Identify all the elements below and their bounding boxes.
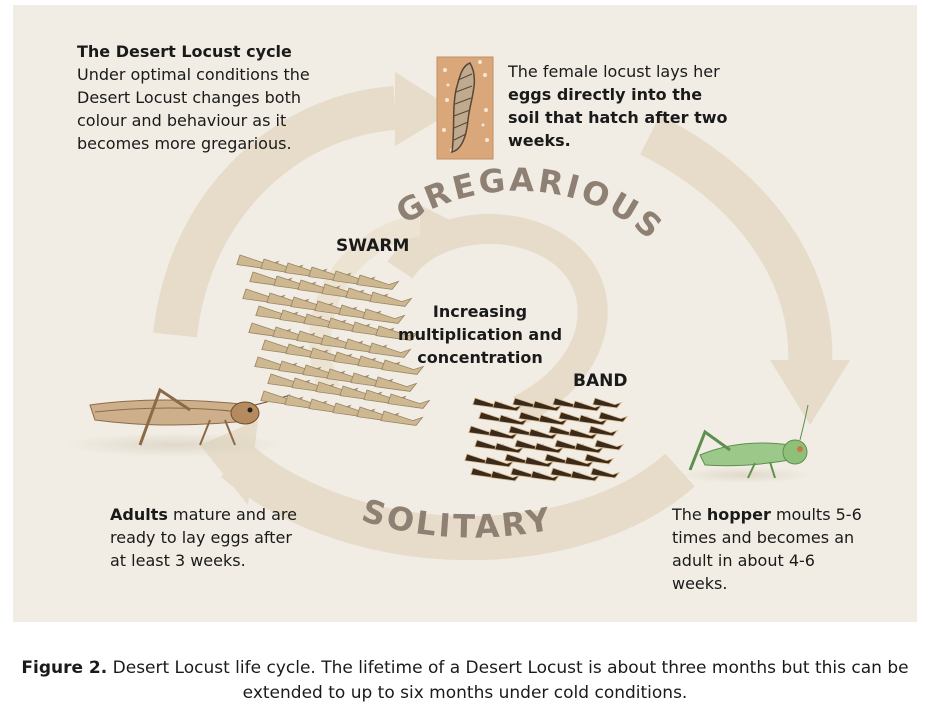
caption-rest: Desert Locust life cycle. The lifetime o… (107, 658, 909, 703)
swarm-locust (381, 359, 425, 375)
figure-caption: Figure 2. Desert Locust life cycle. The … (20, 656, 910, 706)
swarm-locust (368, 342, 412, 358)
band-hopper (578, 414, 609, 426)
hopper-text-rest: moults 5-6 times and becomes an adult in… (672, 505, 862, 593)
intro-text-block: The Desert Locust cycle Under optimal co… (77, 40, 337, 155)
band-hopper-cluster (464, 397, 629, 482)
arrow-head-right (770, 360, 850, 425)
band-hopper (574, 442, 605, 454)
band-hopper (568, 428, 599, 440)
outer-arrow-bottom (220, 442, 695, 561)
egg-text-block: The female locust lays her eggs directly… (508, 60, 728, 152)
intro-title: The Desert Locust cycle (77, 42, 292, 61)
band-hopper (588, 425, 619, 437)
center-text: Increasing multiplication and concentrat… (397, 302, 563, 367)
swarm-locust (375, 325, 419, 341)
band-hopper (484, 456, 515, 468)
band-hopper (598, 411, 629, 423)
arrow-head-top (395, 72, 455, 146)
band-label: BAND (573, 371, 628, 391)
band-hopper (494, 442, 525, 454)
band-hopper (570, 470, 601, 482)
swarm-locust (362, 308, 406, 324)
band-hopper (498, 414, 529, 426)
band-hopper (592, 397, 623, 409)
hopper-illustration (680, 404, 810, 483)
hopper-text-part1: The (672, 505, 707, 524)
band-hopper (524, 456, 555, 468)
band-hopper (594, 439, 625, 451)
swarm-locust (369, 291, 413, 307)
band-hopper (532, 400, 563, 412)
band-hopper (528, 428, 559, 440)
outer-cycle-arrows (153, 86, 833, 561)
band-hopper (538, 414, 569, 426)
swarm-locust (374, 376, 418, 392)
intro-body: Under optimal conditions the Desert Locu… (77, 65, 310, 153)
adult-locust-illustration (65, 387, 291, 457)
swarm-locust (356, 274, 400, 290)
band-hopper (584, 453, 615, 465)
hopper-text-block: The hopper moults 5-6 times and becomes … (672, 503, 872, 595)
band-hopper (530, 470, 561, 482)
hopper-text-bold: hopper (706, 505, 771, 524)
inner-arrow-head (420, 205, 470, 255)
swarm-label: SWARM (336, 236, 410, 256)
outer-arrow-right (639, 115, 833, 367)
band-hopper (490, 470, 521, 482)
band-hopper (590, 467, 621, 479)
adult-text-bold: Adults (110, 505, 168, 524)
band-hopper (492, 400, 523, 412)
adult-text-block: Adults mature and are ready to lay eggs … (110, 503, 310, 572)
egg-text-part1: The female locust lays her (508, 62, 720, 81)
adult-text-rest: mature and are ready to lay eggs after a… (110, 505, 297, 570)
caption-bold: Figure 2. (21, 658, 108, 678)
band-hopper (572, 400, 603, 412)
band-hopper (488, 428, 519, 440)
swarm-locust (387, 393, 431, 409)
band-hopper (564, 456, 595, 468)
egg-pod-illustration (436, 56, 494, 160)
swarm-locust-cluster (236, 254, 431, 426)
outer-arrow-top (153, 86, 397, 338)
swarm-locust (380, 410, 424, 426)
egg-text-bold: eggs directly into the soil that hatch a… (508, 85, 728, 150)
arrow-head-bottom (200, 420, 258, 505)
band-hopper (534, 442, 565, 454)
